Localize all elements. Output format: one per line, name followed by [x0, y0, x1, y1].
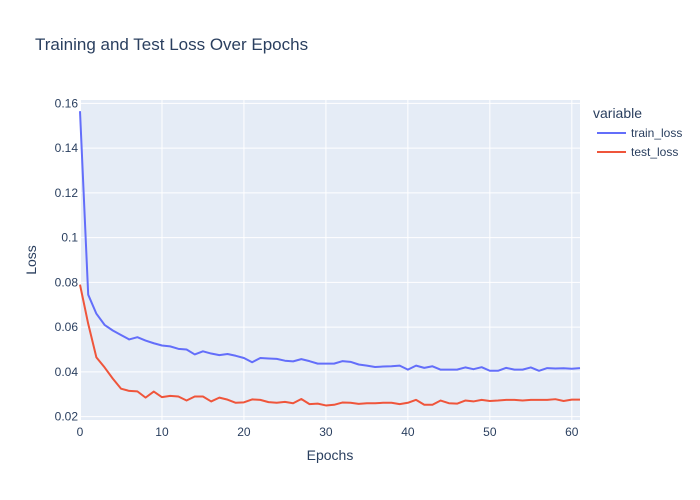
y-tick-label: 0.08 — [55, 275, 79, 289]
y-tick-label: 0.16 — [55, 96, 79, 110]
y-axis-ticks: 0.02 0.04 0.06 0.08 0.1 0.12 0.14 0.16 — [55, 96, 79, 423]
x-tick-label: 60 — [565, 425, 579, 439]
series-line-test-loss — [79, 284, 580, 407]
x-tick-label: 30 — [319, 425, 333, 439]
legend-items: train_loss test_loss — [597, 126, 682, 159]
y-tick-label: 0.14 — [55, 141, 79, 155]
x-axis-title: Epochs — [307, 447, 354, 463]
legend-title: variable — [593, 105, 642, 121]
series-layer — [79, 111, 581, 407]
y-axis-title: Loss — [23, 245, 39, 275]
x-axis-ticks: 0 10 20 30 40 50 60 — [77, 425, 579, 439]
legend-label-test-loss: test_loss — [631, 145, 678, 159]
y-tick-label: 0.04 — [55, 365, 79, 379]
x-tick-label: 0 — [77, 425, 84, 439]
x-tick-label: 20 — [237, 425, 251, 439]
legend-label-train-loss: train_loss — [631, 126, 682, 140]
plot-area — [80, 100, 580, 420]
x-tick-label: 50 — [483, 425, 497, 439]
y-tick-label: 0.1 — [61, 231, 78, 245]
chart-title: Training and Test Loss Over Epochs — [35, 35, 308, 54]
y-tick-label: 0.12 — [55, 186, 79, 200]
series-line-train-loss — [79, 111, 581, 372]
y-tick-label: 0.06 — [55, 320, 79, 334]
grid — [79, 100, 580, 420]
y-tick-label: 0.02 — [55, 410, 79, 424]
x-tick-label: 40 — [401, 425, 415, 439]
x-tick-label: 10 — [155, 425, 169, 439]
legend: variable train_loss test_loss — [593, 105, 682, 159]
